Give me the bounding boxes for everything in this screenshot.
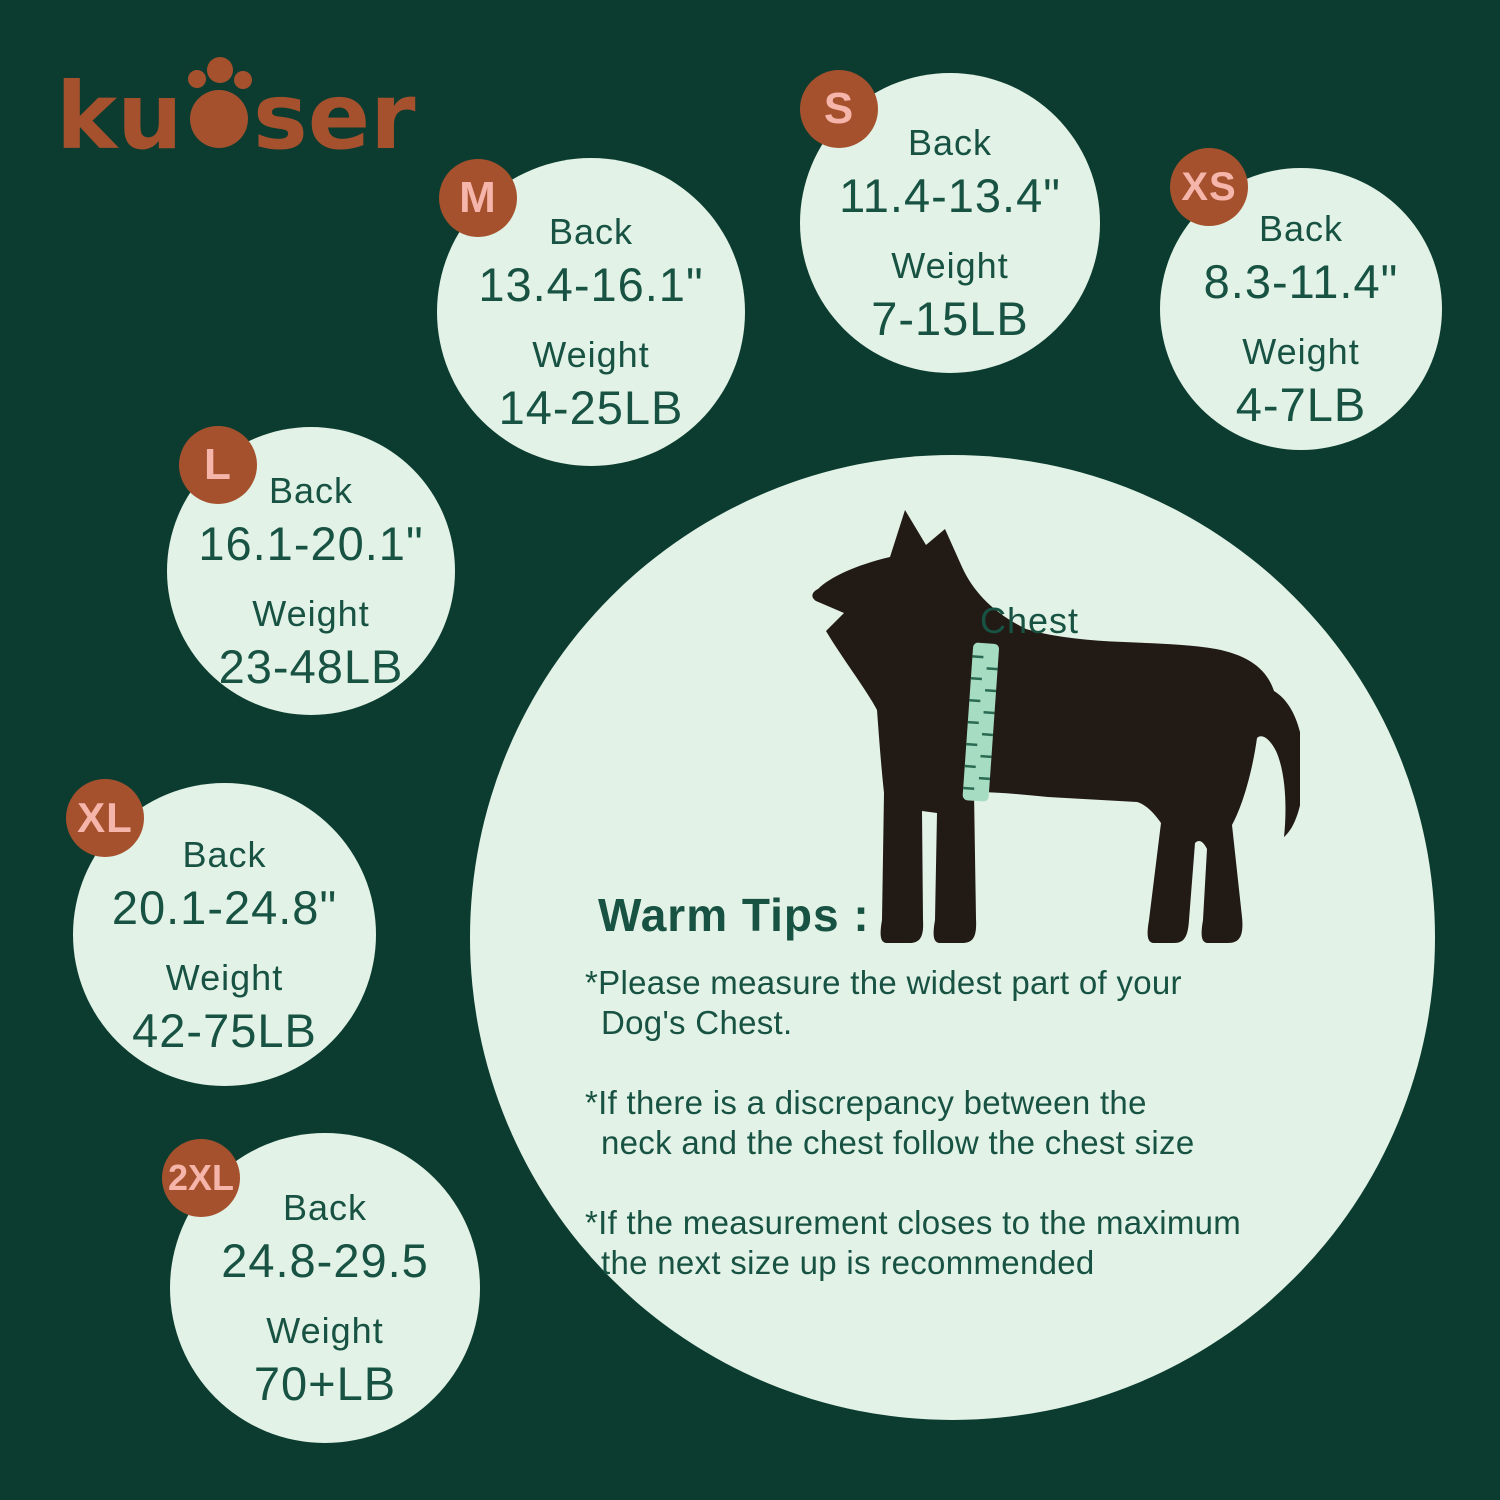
weight-label: Weight xyxy=(252,593,370,634)
weight-label: Weight xyxy=(165,956,284,998)
warm-tips-list: *Please measure the widest part of your … xyxy=(585,963,1365,1323)
tip-line: *If the measurement closes to the maximu… xyxy=(585,1204,1242,1241)
back-value: 24.8-29.5 xyxy=(221,1234,429,1287)
size-badge-2xl: 2XL xyxy=(162,1139,240,1217)
chest-label: Chest xyxy=(980,600,1080,641)
tip-line: Dog's Chest. xyxy=(601,1004,793,1041)
back-label: Back xyxy=(182,833,267,875)
dog-shape xyxy=(812,510,1300,943)
weight-value: 7-15LB xyxy=(871,292,1029,345)
back-value: 8.3-11.4" xyxy=(1203,255,1399,308)
size-badge-xl: XL xyxy=(66,779,144,857)
tip-line: *Please measure the widest part of your xyxy=(585,964,1182,1001)
weight-value: 4-7LB xyxy=(1235,378,1367,431)
back-label: Back xyxy=(907,122,993,163)
dog-silhouette xyxy=(812,510,1300,943)
weight-value: 14-25LB xyxy=(498,381,684,434)
size-circle-m: M Back 13.4-16.1" Weight 14-25LB xyxy=(437,158,745,466)
tip-line: neck and the chest follow the chest size xyxy=(601,1124,1195,1161)
size-badge-l: L xyxy=(179,426,257,504)
back-value: 16.1-20.1" xyxy=(198,517,424,570)
back-label: Back xyxy=(1258,208,1344,249)
weight-value: 70+LB xyxy=(253,1357,397,1410)
measuring-tape-icon xyxy=(962,642,1000,802)
weight-value: 42-75LB xyxy=(132,1003,317,1057)
logo-text-ku: ku xyxy=(56,63,183,170)
size-badge-xs: XS xyxy=(1170,148,1248,226)
warm-tip-1: *Please measure the widest part of your … xyxy=(585,963,1365,1043)
tip-line: *If there is a discrepancy between the xyxy=(585,1084,1147,1121)
size-circle-s: S Back 11.4-13.4" Weight 7-15LB xyxy=(800,70,1100,373)
warm-tips-title: Warm Tips : xyxy=(598,889,870,941)
size-circle-xl: XL Back 20.1-24.8" Weight 42-75LB xyxy=(66,779,376,1086)
back-label: Back xyxy=(548,211,634,252)
weight-label: Weight xyxy=(891,245,1009,286)
warm-tip-2: *If there is a discrepancy between the n… xyxy=(585,1083,1365,1163)
logo-text-ser: ser xyxy=(253,63,416,170)
size-circle-xs: XS Back 8.3-11.4" Weight 4-7LB xyxy=(1160,148,1442,450)
paw-icon xyxy=(188,57,252,148)
back-value: 11.4-13.4" xyxy=(839,169,1061,222)
weight-label: Weight xyxy=(266,1310,384,1351)
weight-value: 23-48LB xyxy=(218,640,404,693)
warm-tip-3: *If the measurement closes to the maximu… xyxy=(585,1203,1365,1283)
size-circle-l: L Back 16.1-20.1" Weight 23-48LB xyxy=(167,426,455,715)
size-badge-m: M xyxy=(439,159,517,237)
weight-label: Weight xyxy=(1242,331,1360,372)
tip-line: the next size up is recommended xyxy=(601,1244,1095,1281)
back-label: Back xyxy=(282,1187,368,1228)
weight-label: Weight xyxy=(532,334,650,375)
back-value: 20.1-24.8" xyxy=(111,880,338,934)
kuoser-logo: ku ser xyxy=(56,57,416,170)
back-value: 13.4-16.1" xyxy=(478,258,704,311)
size-circle-2xl: 2XL Back 24.8-29.5 Weight 70+LB xyxy=(162,1133,480,1443)
size-badge-s: S xyxy=(800,70,878,148)
back-label: Back xyxy=(268,470,354,511)
